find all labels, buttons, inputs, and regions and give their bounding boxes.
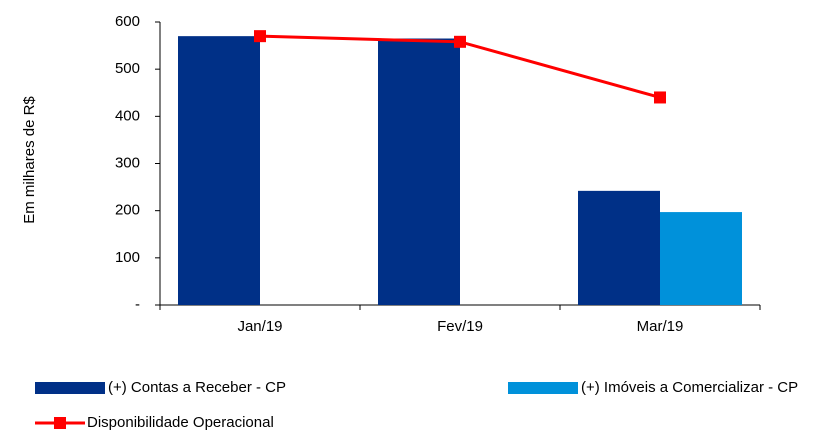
y-tick-label: 600	[115, 13, 140, 30]
bar	[578, 190, 660, 305]
bar	[178, 36, 260, 306]
legend-label: (+) Contas a Receber - CP	[108, 379, 286, 396]
y-tick-label: 100	[115, 249, 140, 266]
marker	[254, 30, 266, 43]
y-tick-label: 200	[115, 202, 140, 219]
legend-swatch	[54, 417, 66, 429]
bar	[378, 38, 460, 306]
y-tick-label: 300	[115, 154, 140, 171]
y-tick-label: 500	[115, 60, 140, 77]
x-tick-label: Mar/19	[637, 318, 684, 335]
y-tick-label: -	[135, 296, 140, 313]
marker	[654, 91, 666, 104]
bar	[660, 212, 742, 305]
y-tick-label: 400	[115, 107, 140, 124]
x-tick-label: Fev/19	[437, 318, 483, 335]
marker	[454, 35, 466, 48]
legend-swatch	[508, 382, 578, 394]
legend-label: (+) Imóveis a Comercializar - CP	[581, 379, 798, 396]
legend-swatch	[35, 382, 105, 394]
x-tick-label: Jan/19	[237, 318, 282, 335]
y-axis-label: Em milhares de R$	[21, 96, 38, 224]
legend-label: Disponibilidade Operacional	[87, 414, 274, 431]
